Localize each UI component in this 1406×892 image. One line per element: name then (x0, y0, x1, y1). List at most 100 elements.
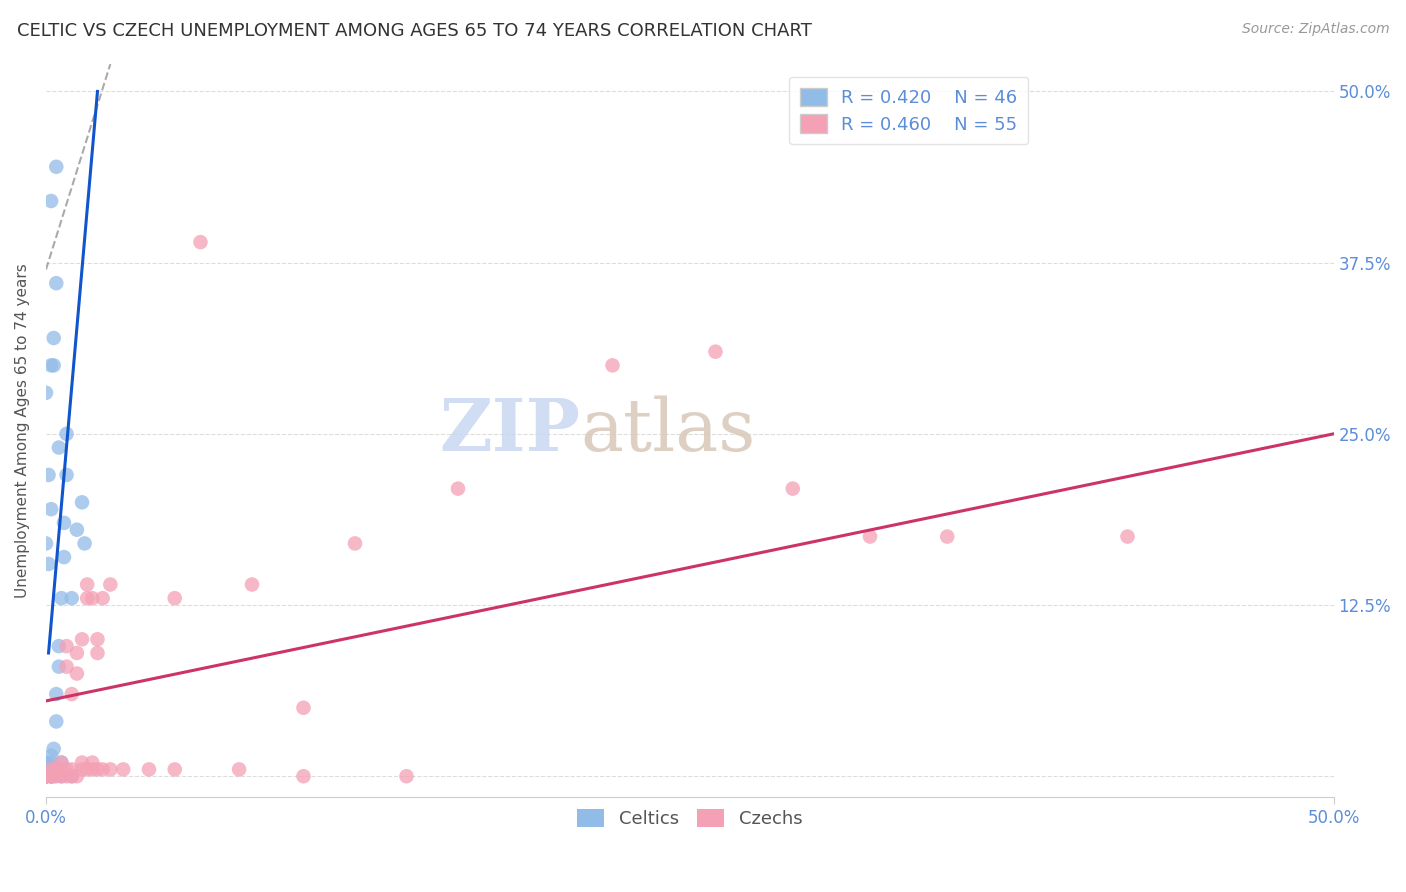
Point (48, 441, 70, 455)
Point (66, 666, 89, 681)
Point (35, 769, 58, 783)
Point (48, 763, 70, 777)
Point (35, 763, 58, 777)
Point (138, 763, 160, 777)
Point (70, 763, 93, 777)
Point (292, 700, 315, 714)
Point (39, 769, 62, 783)
Point (936, 530, 959, 544)
Point (42, 359, 65, 373)
Point (39, 748, 62, 763)
Point (76, 591, 98, 606)
Point (51, 756, 73, 770)
Point (45, 160, 67, 174)
Point (55, 639, 77, 653)
Point (53, 516, 76, 530)
Point (45, 687, 67, 701)
Point (1116, 530, 1139, 544)
Point (60, 769, 83, 783)
Point (60, 687, 83, 701)
Point (782, 482, 804, 496)
Point (395, 769, 418, 783)
Point (228, 763, 250, 777)
Point (51, 591, 73, 606)
Point (48, 659, 70, 673)
Point (35, 536, 58, 550)
Point (45, 276, 67, 290)
Point (38, 557, 60, 571)
Point (91, 763, 114, 777)
Point (35, 769, 58, 783)
Point (39, 756, 62, 770)
Point (42, 331, 65, 345)
Point (76, 763, 98, 777)
Point (35, 769, 58, 783)
Point (859, 530, 882, 544)
Point (35, 763, 58, 777)
Point (51, 769, 73, 783)
Point (602, 359, 624, 373)
Point (240, 577, 263, 591)
Point (112, 763, 135, 777)
Point (39, 502, 62, 516)
Point (35, 769, 58, 783)
Point (45, 763, 67, 777)
Point (60, 591, 83, 606)
Point (39, 769, 62, 783)
Point (55, 426, 77, 441)
Point (39, 763, 62, 777)
Point (51, 769, 73, 783)
Point (35, 769, 58, 783)
Point (39, 769, 62, 783)
Point (42, 742, 65, 756)
Point (42, 769, 65, 783)
Point (55, 467, 77, 482)
Text: CELTIC VS CZECH UNEMPLOYMENT AMONG AGES 65 TO 74 YEARS CORRELATION CHART: CELTIC VS CZECH UNEMPLOYMENT AMONG AGES … (17, 22, 811, 40)
Point (60, 769, 83, 783)
Point (51, 763, 73, 777)
Point (76, 577, 98, 591)
Point (66, 646, 89, 660)
Legend: Celtics, Czechs: Celtics, Czechs (569, 802, 810, 836)
Point (66, 523, 89, 537)
Point (39, 194, 62, 208)
Point (38, 467, 60, 482)
Text: atlas: atlas (581, 395, 755, 466)
Point (190, 235, 212, 249)
Point (45, 763, 67, 777)
Point (70, 756, 93, 770)
Point (82, 591, 104, 606)
Y-axis label: Unemployment Among Ages 65 to 74 years: Unemployment Among Ages 65 to 74 years (15, 263, 30, 598)
Point (35, 769, 58, 783)
Point (35, 385, 58, 400)
Point (86, 646, 108, 660)
Point (70, 495, 93, 509)
Text: Source: ZipAtlas.com: Source: ZipAtlas.com (1241, 22, 1389, 37)
Point (98, 763, 121, 777)
Point (35, 769, 58, 783)
Point (292, 769, 315, 783)
Point (82, 763, 104, 777)
Point (45, 769, 67, 783)
Point (163, 591, 186, 606)
Point (45, 763, 67, 777)
Point (42, 763, 65, 777)
Point (39, 359, 62, 373)
Point (98, 577, 121, 591)
Point (55, 763, 77, 777)
Point (60, 763, 83, 777)
Point (82, 756, 104, 770)
Point (66, 769, 89, 783)
Point (48, 639, 70, 653)
Point (51, 756, 73, 770)
Point (86, 632, 108, 647)
Point (45, 714, 67, 729)
Point (91, 591, 114, 606)
Point (163, 763, 186, 777)
Point (39, 769, 62, 783)
Point (70, 632, 93, 647)
Point (343, 536, 366, 550)
Point (35, 756, 58, 770)
Point (53, 550, 76, 565)
Point (704, 344, 727, 359)
